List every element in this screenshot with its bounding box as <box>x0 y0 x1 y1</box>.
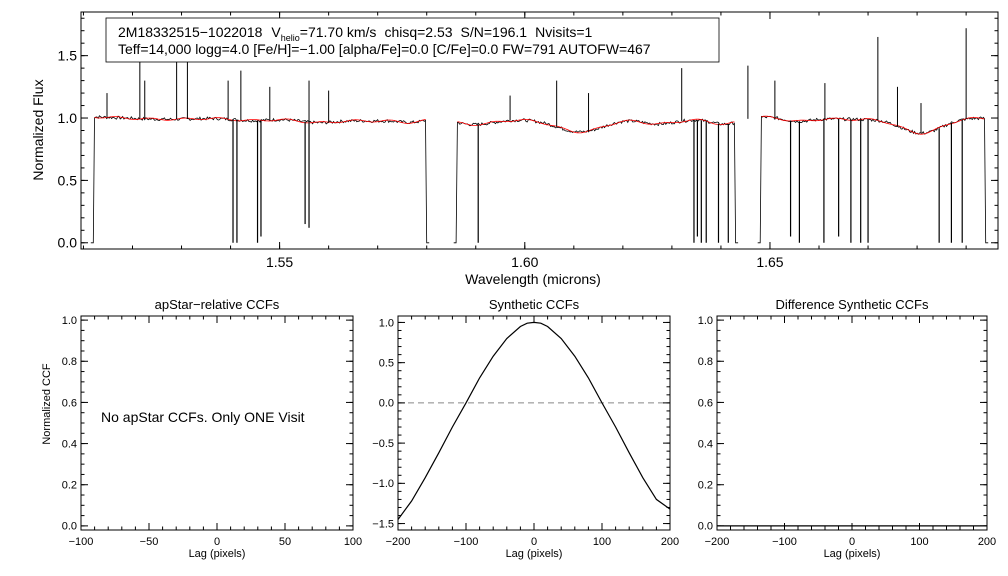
spectrum-ytick-label: 1.5 <box>58 48 78 64</box>
diff-ccf-ytick-label: 1.0 <box>698 315 713 327</box>
spectrum-xtick-label: 1.55 <box>266 254 293 270</box>
model-spectrum-chip-3 <box>761 115 985 135</box>
diff-ccf-panel: −200 −100 0 100 200 0.0 0.2 0.4 0.6 0.8 1.0 Differ… <box>698 297 996 560</box>
observed-spectrum-chip-3 <box>757 115 989 244</box>
diff-ccf-ytick-label: 0.8 <box>698 356 713 368</box>
header-box <box>105 17 720 63</box>
apstar-ccf-xtick-label: −50 <box>140 536 159 548</box>
snr-value: S/N=196.1 <box>461 24 528 40</box>
diff-ccf-ytick-label: 0.6 <box>698 397 713 409</box>
diff-ccf-xlabel: Lag (pixels) <box>824 548 881 560</box>
synthetic-ccf-plot-frame <box>397 315 671 531</box>
apstar-ccf-ytick-label: 0.0 <box>62 521 77 533</box>
synthetic-ccf-xtick-label: −200 <box>386 536 411 548</box>
synthetic-ccf-xtick-label: 100 <box>593 536 611 548</box>
synthetic-ccf-xtick-label: −100 <box>454 536 479 548</box>
synthetic-ccf-xtick-label: 0 <box>531 536 537 548</box>
vhelio-symbol: V <box>271 24 281 40</box>
apstar-ccf-xtick-label: 100 <box>344 536 362 548</box>
synthetic-ccf-ytick-label: 0.0 <box>379 398 394 410</box>
star-id: 2M18332515−1022018 <box>118 24 263 40</box>
apstar-ccf-title: apStar−relative CCFs <box>155 297 280 312</box>
synthetic-ccf-ytick-label: 0.5 <box>379 358 394 370</box>
spectrum-ytick-label: 0.0 <box>58 235 78 251</box>
nvisits-value: Nvisits=1 <box>535 24 592 40</box>
synthetic-ccf-xtick-label: 200 <box>661 536 679 548</box>
apstar-ccf-ylabel: Normalized CCF <box>41 363 53 445</box>
apstar-ccf-ytick-label: 0.6 <box>62 397 77 409</box>
apstar-ccf-ticks: −100 −50 0 50 100 0.0 0.2 0.4 0.6 0.8 1.0 <box>62 315 362 548</box>
diff-ccf-ytick-label: 0.2 <box>698 480 713 492</box>
vhelio-value: =71.70 km/s <box>300 24 377 40</box>
apstar-ccf-xtick-label: 0 <box>214 536 220 548</box>
spectrum-xlabel: Wavelength (microns) <box>465 271 601 287</box>
diff-ccf-xtick-label: 200 <box>978 536 996 548</box>
spectrum-ytick-label: 0.5 <box>58 172 78 188</box>
apstar-ccf-ytick-label: 0.4 <box>62 438 77 450</box>
spectrum-ytick-label: 1.0 <box>58 110 78 126</box>
diff-ccf-ytick-label: 0.4 <box>698 438 713 450</box>
synthetic-ccf-title: Synthetic CCFs <box>489 297 580 312</box>
observed-spectrum-chip-2 <box>453 118 739 244</box>
diff-ccf-xtick-label: −100 <box>772 536 797 548</box>
diff-ccf-ytick-label: 0.0 <box>698 521 713 533</box>
diff-ccf-title: Difference Synthetic CCFs <box>776 297 929 312</box>
diff-ccf-xtick-label: −200 <box>705 536 730 548</box>
spectrum-xtick-label: 1.60 <box>511 254 538 270</box>
synthetic-ccf-ytick-label: −1.0 <box>372 478 394 490</box>
apstar-ccf-panel: −100 −50 0 50 100 0.0 0.2 0.4 0.6 0.8 1.0 apStar−r… <box>41 297 362 560</box>
model-spectrum-chip-2 <box>457 118 735 134</box>
header-line-2: Teff=14,000 logg=4.0 [Fe/H]=−1.00 [alpha… <box>118 41 651 57</box>
diff-ccf-xtick-label: 100 <box>910 536 928 548</box>
apstar-ccf-ytick-label: 0.8 <box>62 356 77 368</box>
header-line-1: 2M18332515−1022018 Vhelio=71.70 km/s chisq… <box>118 24 593 43</box>
synthetic-ccf-panel: −200 −100 0 100 200 −1.5 −1.0 −0.5 0.0 0.5 1.0 Syn… <box>372 297 679 560</box>
model-spectrum-chip-1 <box>94 116 426 124</box>
apstar-ccf-xtick-label: −100 <box>69 536 94 548</box>
diff-ccf-xtick-label: 0 <box>849 536 855 548</box>
apstar-ccf-ytick-label: 0.2 <box>62 480 77 492</box>
synthetic-ccf-ytick-label: −0.5 <box>372 438 394 450</box>
chisq-value: chisq=2.53 <box>384 24 452 40</box>
apstar-ccf-xtick-label: 50 <box>279 536 291 548</box>
spectrum-ylabel: Normalized Flux <box>30 79 46 180</box>
apstar-ccf-ytick-label: 1.0 <box>62 315 77 327</box>
synthetic-ccf-ticks: −200 −100 0 100 200 −1.5 −1.0 −0.5 0.0 0.5 1.0 <box>372 316 679 548</box>
spectrum-xtick-label: 1.65 <box>756 254 783 270</box>
synthetic-ccf-xlabel: Lag (pixels) <box>506 548 563 560</box>
no-ccf-message: No apStar CCFs. Only ONE Visit <box>101 409 305 425</box>
synthetic-ccf-ytick-label: 1.0 <box>379 317 394 329</box>
synthetic-ccf-data <box>397 321 671 520</box>
synthetic-ccf-line <box>397 321 671 520</box>
vhelio-subscript: helio <box>281 33 300 43</box>
observed-spectrum-chip-1 <box>90 115 430 244</box>
apstar-ccf-xlabel: Lag (pixels) <box>189 548 246 560</box>
diff-ccf-ticks: −200 −100 0 100 200 0.0 0.2 0.4 0.6 0.8 1.0 <box>698 315 996 548</box>
diff-ccf-plot-frame <box>716 315 988 531</box>
synthetic-ccf-ytick-label: −1.5 <box>372 518 394 530</box>
spectrum-ticks: 1.55 1.60 1.65 0.0 0.5 1.0 1.5 <box>58 12 998 270</box>
spectrum-data <box>90 28 989 244</box>
spectrum-panel: 1.55 1.60 1.65 0.0 0.5 1.0 1.5 2M18332515−1022… <box>30 11 999 287</box>
